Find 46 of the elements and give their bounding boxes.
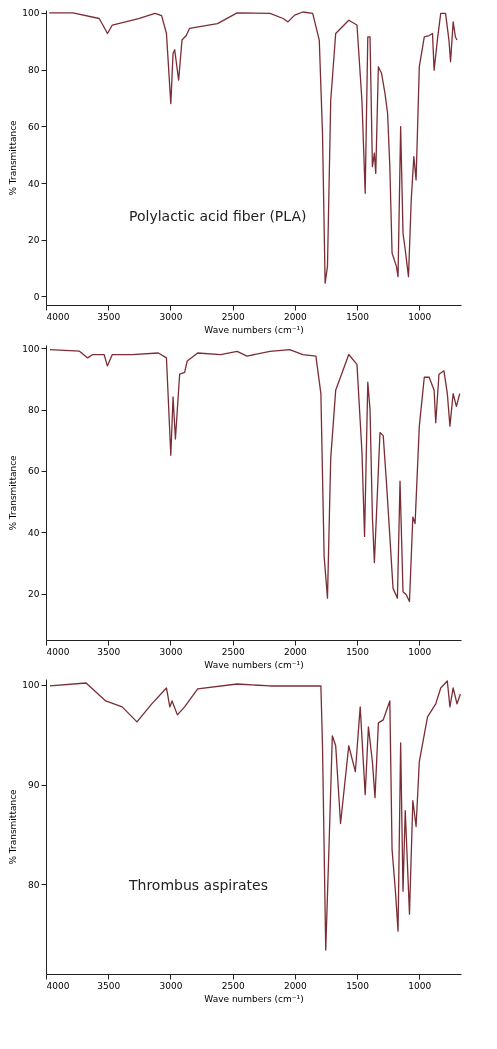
- y-tick-label: 80: [28, 405, 40, 416]
- y-tick-label: 0: [33, 291, 40, 302]
- x-axis-title: Wave numbers (cm⁻¹): [204, 993, 304, 1004]
- x-tick-label: 3000: [159, 646, 183, 657]
- y-axis-title: % Transmittance: [8, 788, 19, 865]
- y-tick-label: 40: [28, 178, 40, 189]
- y-tick-label: 100: [22, 343, 40, 354]
- y-tick-label: 80: [28, 879, 40, 890]
- y-axis-title: % Transmittance: [8, 119, 19, 196]
- y-tick-label: 20: [28, 235, 40, 246]
- y-tick-label: 20: [28, 589, 40, 600]
- x-tick-label: 3500: [97, 980, 121, 991]
- line-series: [49, 348, 461, 603]
- x-tick-label: 1500: [346, 980, 370, 991]
- x-tick-label: 1500: [346, 646, 370, 657]
- y-tick-label: 100: [22, 680, 40, 691]
- x-tick-label: 3500: [97, 311, 121, 322]
- y-axis-title: % Transmittance: [8, 454, 19, 531]
- y-tick-label: 100: [22, 8, 40, 19]
- x-tick-label: 2000: [283, 311, 308, 322]
- x-tick-label: 2000: [283, 980, 308, 991]
- y-tick-label: 80: [28, 65, 40, 76]
- x-tick-label: 4000: [46, 980, 70, 991]
- x-tick-label: 1500: [346, 311, 370, 322]
- annotation: Thrombus aspirates: [128, 876, 268, 893]
- y-tick-label: 90: [28, 780, 40, 791]
- x-axis-title: Wave numbers (cm⁻¹): [204, 659, 304, 670]
- x-tick-label: 4000: [46, 311, 70, 322]
- x-tick-label: 4000: [46, 646, 70, 657]
- x-tick-label: 1000: [408, 646, 432, 657]
- x-tick-label: 3000: [159, 980, 183, 991]
- x-tick-label: 1000: [408, 311, 432, 322]
- y-tick-label: 60: [28, 466, 40, 477]
- x-tick-label: 2500: [221, 980, 245, 991]
- y-tick-label: 60: [28, 121, 40, 132]
- x-tick-label: 3000: [159, 311, 183, 322]
- x-tick-label: 3500: [97, 646, 121, 657]
- x-tick-label: 2000: [283, 646, 308, 657]
- x-tick-label: 2500: [221, 646, 245, 657]
- x-tick-label: 1000: [408, 980, 432, 991]
- line-series: [48, 11, 458, 284]
- x-axis-title: Wave numbers (cm⁻¹): [204, 324, 304, 335]
- y-tick-label: 40: [28, 527, 40, 538]
- annotation: Polylactic acid fiber (PLA): [129, 207, 307, 224]
- x-tick-label: 2500: [221, 311, 245, 322]
- line-series: [49, 680, 461, 951]
